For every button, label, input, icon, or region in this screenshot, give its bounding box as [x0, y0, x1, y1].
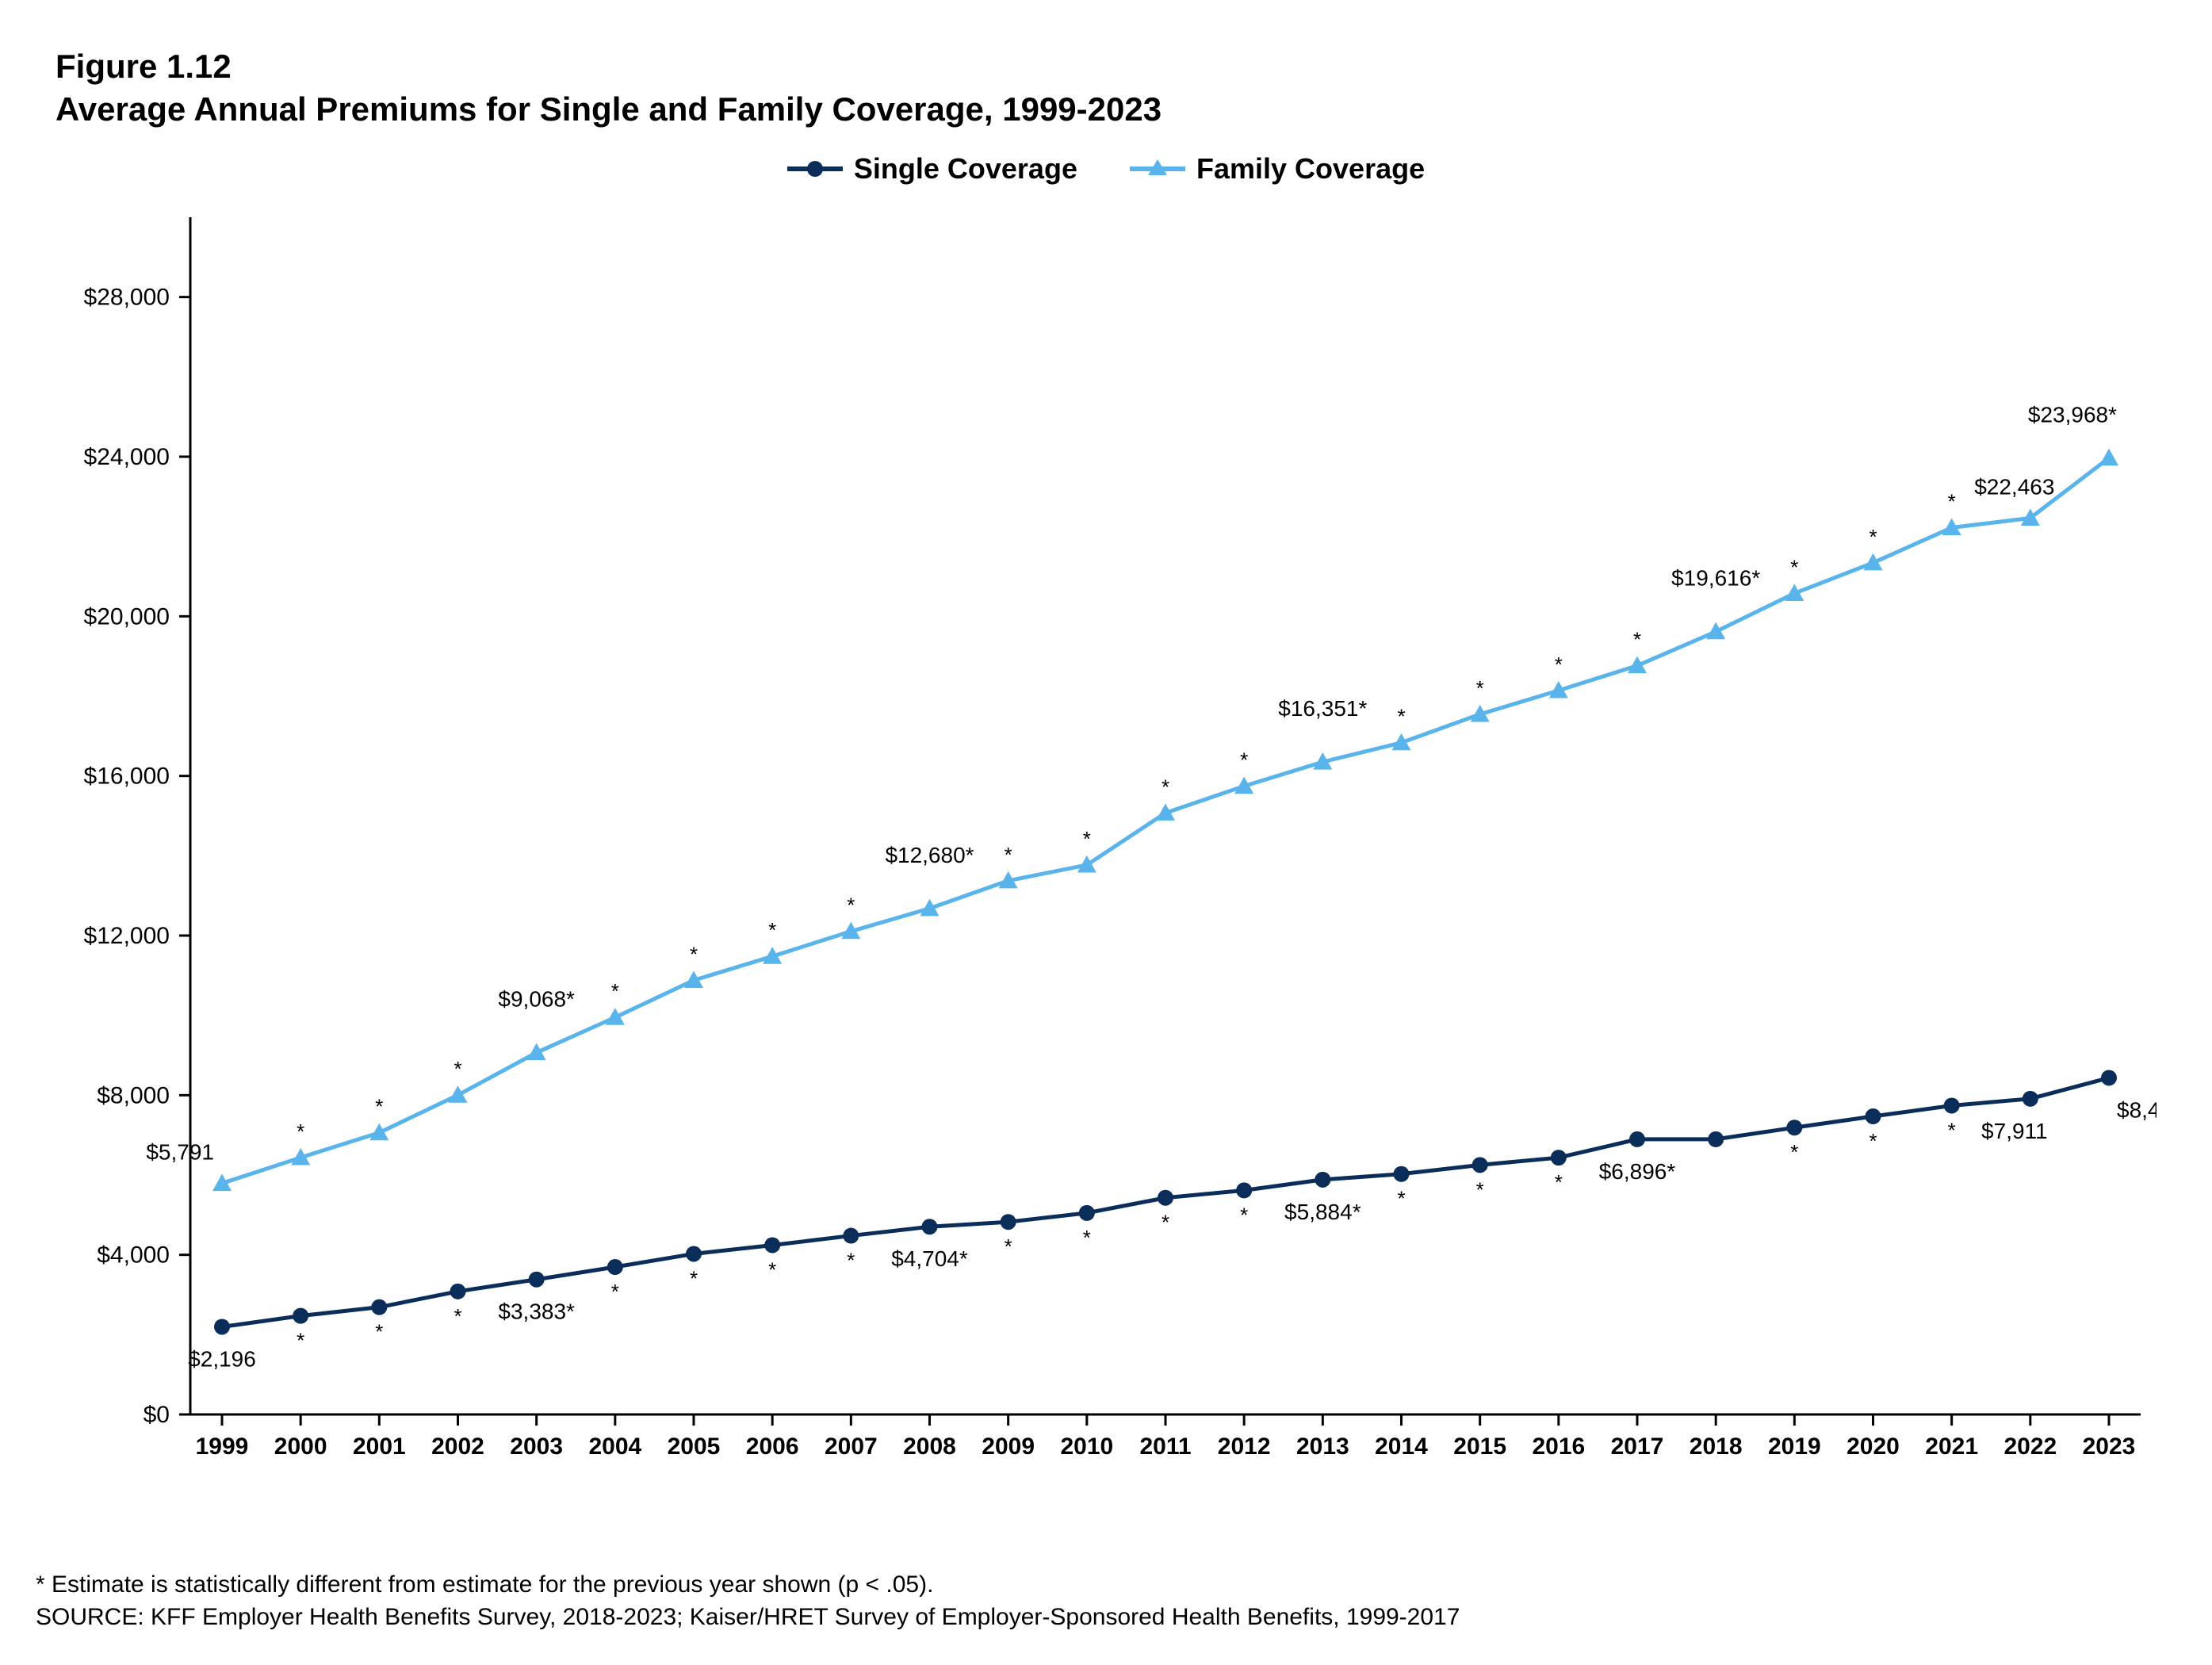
source-text: SOURCE: KFF Employer Health Benefits Sur… [36, 1602, 1460, 1634]
svg-text:*: * [690, 942, 698, 966]
svg-text:2008: 2008 [903, 1433, 956, 1460]
svg-text:*: * [1083, 1226, 1091, 1250]
svg-text:$16,000: $16,000 [84, 764, 170, 790]
svg-text:*: * [611, 1280, 619, 1303]
svg-text:$2,196: $2,196 [188, 1346, 256, 1371]
svg-text:2012: 2012 [1218, 1433, 1271, 1460]
svg-text:*: * [1476, 676, 1484, 700]
svg-text:*: * [1240, 748, 1248, 772]
svg-text:$9,068*: $9,068* [498, 987, 575, 1012]
svg-text:2003: 2003 [510, 1433, 563, 1460]
svg-text:2000: 2000 [274, 1433, 327, 1460]
legend-label-family: Family Coverage [1196, 152, 1425, 186]
svg-text:*: * [1948, 490, 1956, 514]
svg-text:$22,463: $22,463 [1974, 474, 2054, 499]
chart-legend: Single Coverage Family Coverage [55, 152, 2157, 186]
svg-text:*: * [847, 894, 855, 917]
svg-text:2010: 2010 [1060, 1433, 1113, 1460]
svg-text:*: * [1397, 705, 1405, 729]
svg-text:$20,000: $20,000 [84, 603, 170, 630]
svg-text:*: * [1476, 1177, 1484, 1201]
svg-text:$7,911: $7,911 [1981, 1119, 2048, 1143]
legend-swatch-single [787, 159, 843, 178]
svg-text:*: * [690, 1266, 698, 1290]
svg-text:$5,791: $5,791 [146, 1140, 214, 1165]
svg-text:2004: 2004 [588, 1433, 641, 1460]
svg-text:$19,616*: $19,616* [1671, 566, 1760, 591]
svg-text:*: * [1633, 628, 1641, 652]
svg-text:*: * [768, 918, 776, 942]
svg-text:*: * [375, 1095, 383, 1119]
svg-text:$12,000: $12,000 [84, 923, 170, 949]
svg-text:$3,383*: $3,383* [498, 1299, 575, 1324]
figure-number: Figure 1.12 [55, 48, 2157, 86]
figure-title: Average Annual Premiums for Single and F… [55, 90, 2157, 128]
svg-text:2001: 2001 [353, 1433, 406, 1460]
legend-label-single: Single Coverage [854, 152, 1077, 186]
svg-text:2013: 2013 [1296, 1433, 1349, 1460]
svg-text:2009: 2009 [982, 1433, 1035, 1460]
legend-swatch-family [1130, 159, 1185, 178]
legend-item-family: Family Coverage [1130, 152, 1425, 186]
svg-text:2007: 2007 [825, 1433, 878, 1460]
svg-text:*: * [1790, 555, 1798, 579]
svg-text:2002: 2002 [431, 1433, 484, 1460]
svg-text:2018: 2018 [1690, 1433, 1743, 1460]
footnote-text: * Estimate is statistically different fr… [36, 1569, 1460, 1602]
svg-text:*: * [297, 1329, 304, 1353]
svg-text:2022: 2022 [2003, 1433, 2057, 1460]
svg-text:$24,000: $24,000 [84, 444, 170, 470]
svg-text:$8,435*: $8,435* [2117, 1097, 2157, 1122]
svg-text:$23,968*: $23,968* [2028, 403, 2117, 427]
svg-text:*: * [1948, 1118, 1956, 1142]
svg-text:*: * [1397, 1187, 1405, 1211]
chart-notes: * Estimate is statistically different fr… [36, 1569, 1460, 1633]
svg-text:$28,000: $28,000 [84, 285, 170, 311]
svg-text:2019: 2019 [1768, 1433, 1821, 1460]
svg-text:*: * [1005, 843, 1012, 867]
svg-text:*: * [1869, 525, 1877, 549]
svg-text:$4,704*: $4,704* [891, 1246, 968, 1271]
svg-text:2015: 2015 [1453, 1433, 1506, 1460]
svg-text:*: * [611, 979, 619, 1003]
line-chart: $0 $4,000 $8,000 $12,000 $16,000 $20,000 $24,0… [55, 201, 2157, 1486]
svg-text:*: * [1555, 1170, 1563, 1194]
svg-text:*: * [1161, 1211, 1169, 1234]
svg-text:2023: 2023 [2083, 1433, 2136, 1460]
svg-text:*: * [1005, 1234, 1012, 1258]
svg-text:*: * [375, 1320, 383, 1344]
svg-text:*: * [847, 1249, 855, 1273]
svg-text:$8,000: $8,000 [97, 1082, 170, 1108]
svg-text:*: * [768, 1257, 776, 1281]
svg-text:*: * [1161, 775, 1169, 798]
svg-text:$12,680*: $12,680* [885, 843, 974, 867]
page-root: Figure 1.12 Average Annual Premiums for … [0, 0, 2212, 1665]
svg-text:2017: 2017 [1611, 1433, 1664, 1460]
svg-text:2011: 2011 [1139, 1433, 1191, 1460]
svg-text:*: * [453, 1057, 461, 1081]
svg-text:2020: 2020 [1847, 1433, 1900, 1460]
legend-item-single: Single Coverage [787, 152, 1077, 186]
svg-text:*: * [1869, 1129, 1877, 1153]
svg-text:*: * [1240, 1203, 1248, 1227]
svg-text:$5,884*: $5,884* [1284, 1200, 1361, 1224]
svg-text:2005: 2005 [668, 1433, 721, 1460]
svg-text:*: * [1083, 827, 1091, 851]
svg-text:$4,000: $4,000 [97, 1242, 170, 1269]
svg-text:2016: 2016 [1532, 1433, 1585, 1460]
svg-text:2014: 2014 [1375, 1433, 1428, 1460]
svg-text:$6,896*: $6,896* [1599, 1159, 1676, 1184]
svg-text:*: * [1555, 653, 1563, 676]
svg-text:*: * [1790, 1140, 1798, 1164]
svg-text:$0: $0 [144, 1402, 170, 1428]
svg-text:*: * [453, 1304, 461, 1328]
svg-text:1999: 1999 [196, 1433, 249, 1460]
svg-text:*: * [297, 1120, 304, 1143]
svg-text:$16,351*: $16,351* [1278, 696, 1367, 721]
svg-text:2021: 2021 [1925, 1433, 1978, 1460]
svg-text:2006: 2006 [746, 1433, 799, 1460]
chart-container: $0 $4,000 $8,000 $12,000 $16,000 $20,000 $24,0… [55, 201, 2157, 1486]
